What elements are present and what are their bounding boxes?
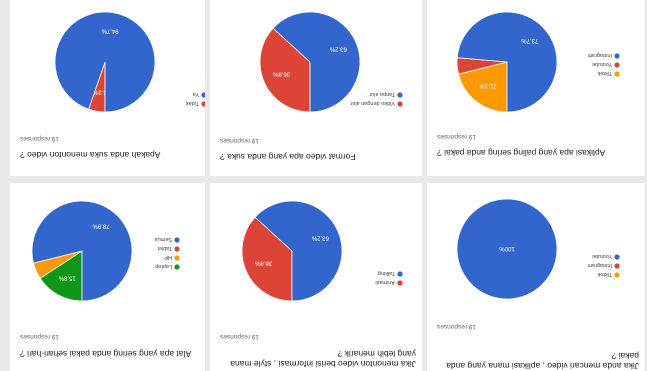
legend-marker	[174, 264, 180, 270]
legend-label: Laptop	[155, 263, 172, 269]
legend-label: HP	[164, 254, 172, 260]
legend-label: Semua	[154, 236, 172, 242]
slice-value-label: 15.8%	[58, 274, 76, 280]
legend-marker	[397, 92, 403, 98]
pie-slice	[456, 11, 558, 113]
slice-value-label: 21.1%	[479, 82, 497, 88]
slice-value-label: 5.3%	[92, 89, 106, 95]
legend-marker	[614, 53, 620, 59]
legend-marker	[614, 254, 620, 260]
legend-label: Tiktok	[597, 271, 612, 277]
chart-card: 36.8% 63.2% Video dengan alur Tanpa alur 19 …	[210, 0, 422, 176]
pie-slice	[241, 216, 293, 302]
pie-slice	[458, 61, 508, 113]
pie-slice	[456, 198, 558, 300]
legend-label: Instagram	[587, 52, 612, 58]
response-count: 19 responses	[220, 333, 260, 340]
legend-label: Talking	[378, 270, 395, 276]
response-count: 19 responses	[437, 133, 477, 140]
legend-label: Youtube	[592, 253, 612, 259]
legend-label: Instagram	[587, 262, 612, 268]
question-title: Jika anda mencari video , aplikasi mana …	[446, 351, 639, 371]
legend-marker	[614, 272, 620, 278]
pie-slice	[39, 250, 83, 302]
question-title: Aplikasi apa yang paling sering anda pak…	[437, 148, 606, 158]
legend-marker	[201, 92, 205, 98]
legend-marker	[174, 255, 180, 261]
chart-card: 21.1% 73.7% Tiktok Youtube Instagram 19 respo…	[427, 0, 645, 176]
pie-slice	[259, 27, 311, 113]
slice-value-label: 63.2%	[311, 235, 329, 241]
slice-value-label: 100%	[499, 245, 515, 251]
question-title: Apakah anda suka menonton video ?	[20, 150, 161, 160]
chart-card: 5.3% 94.7% Tidak Ya 19 responses Apakah anda …	[10, 0, 205, 176]
legend-label: Youtube	[592, 61, 612, 67]
legend-marker	[614, 62, 620, 68]
pie-slice	[54, 11, 156, 113]
response-count: 19 responses	[220, 137, 260, 144]
legend-label: Tablet	[157, 245, 172, 251]
chart-card: 100% Tiktok Instagram Youtube 19 responses Ji…	[427, 183, 645, 371]
legend-label: Tiktok	[597, 70, 612, 76]
legend-marker	[174, 246, 180, 252]
pie-chart: 5.3% 94.7% Tidak Ya	[54, 11, 205, 113]
response-count: 19 responses	[20, 135, 60, 142]
legend-label: Tanpa alur	[369, 91, 395, 97]
question-title: Format video apa yang anda suka ?	[220, 152, 356, 162]
chart-card: 36.8% 63.2% Animasi Talking 19 responses Jika…	[210, 183, 422, 371]
pie-chart: 100% Tiktok Instagram Youtube	[456, 198, 620, 300]
slice-value-label: 36.8%	[254, 259, 272, 265]
pie-slice	[272, 11, 361, 113]
legend-marker	[201, 101, 205, 107]
pie-chart: 15.8% 78.9% Laptop HP Tablet Semua	[31, 200, 180, 302]
response-count: 19 responses	[20, 333, 60, 340]
pie-slice	[31, 200, 133, 302]
legend-label: Tidak	[186, 100, 199, 106]
response-count: 19 responses	[437, 323, 477, 330]
legend-label: Animasi	[375, 279, 395, 285]
legend-marker	[174, 237, 180, 243]
pie-chart: 36.8% 63.2% Animasi Talking	[241, 200, 403, 302]
slice-value-label: 78.9%	[92, 223, 110, 229]
slice-value-label: 36.8%	[272, 70, 290, 76]
pie-chart: 36.8% 63.2% Video dengan alur Tanpa alur	[259, 11, 403, 113]
question-title: Alat apa yang sering anda pakai sehari-h…	[20, 349, 192, 359]
legend-marker	[614, 263, 620, 269]
legend-marker	[614, 71, 620, 77]
legend-marker	[397, 101, 403, 107]
pie-chart: 21.1% 73.7% Tiktok Youtube Instagram	[456, 11, 620, 113]
legend-marker	[397, 271, 403, 277]
legend-label: Ya	[192, 91, 199, 97]
pie-slice	[254, 200, 343, 302]
question-title: Jika menonton video berisi informasi , s…	[230, 349, 416, 369]
slice-value-label: 73.7%	[521, 37, 539, 43]
legend-label: Video dengan alur	[350, 100, 395, 106]
slice-value-label: 63.2%	[329, 46, 347, 52]
chart-card: 15.8% 78.9% Laptop HP Tablet Semua 19 response…	[10, 183, 205, 371]
slice-value-label: 94.7%	[101, 27, 119, 33]
legend-marker	[397, 280, 403, 286]
